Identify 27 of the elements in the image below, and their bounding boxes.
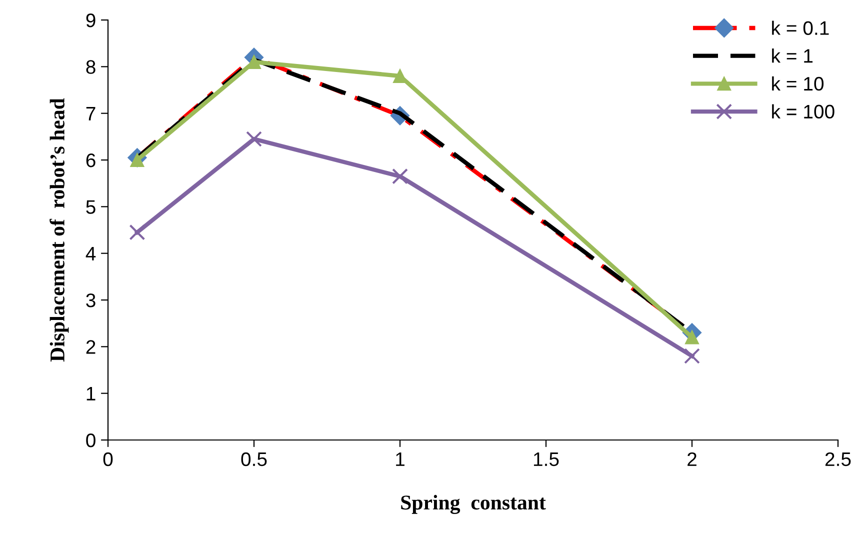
legend-label: k = 100 xyxy=(772,104,834,119)
y-tick-label: 9 xyxy=(86,13,96,28)
y-tick-label: 0 xyxy=(86,433,96,448)
y-axis-title: Displacement of robot’s head xyxy=(50,98,69,362)
legend-label: k = 10 xyxy=(772,76,824,91)
point xyxy=(246,131,262,147)
x-tick-label: 0 xyxy=(103,452,113,466)
legend-label: k = 0.1 xyxy=(772,20,829,35)
x-axis-title: Spring constant xyxy=(401,494,546,514)
point xyxy=(129,224,146,240)
x-tick-label: 1.5 xyxy=(534,452,559,466)
point xyxy=(392,168,408,184)
y-tick-label: 1 xyxy=(86,387,96,400)
x-tick-label: 0.5 xyxy=(241,452,267,466)
y-tick-label: 2 xyxy=(86,340,96,354)
point xyxy=(684,348,700,364)
y-tick-label: 7 xyxy=(86,107,96,120)
legend-label: k = 1 xyxy=(772,48,813,63)
y-tick-label: 6 xyxy=(86,153,96,168)
y-tick-label: 8 xyxy=(86,60,96,74)
x-tick-label: 1 xyxy=(396,452,404,466)
y-tick-label: 3 xyxy=(86,293,96,308)
x-tick-label: 2.5 xyxy=(825,452,851,466)
point xyxy=(393,69,407,83)
x-tick-label: 2 xyxy=(688,452,696,466)
y-tick-label: 4 xyxy=(86,247,96,260)
y-tick-label: 5 xyxy=(86,200,96,214)
